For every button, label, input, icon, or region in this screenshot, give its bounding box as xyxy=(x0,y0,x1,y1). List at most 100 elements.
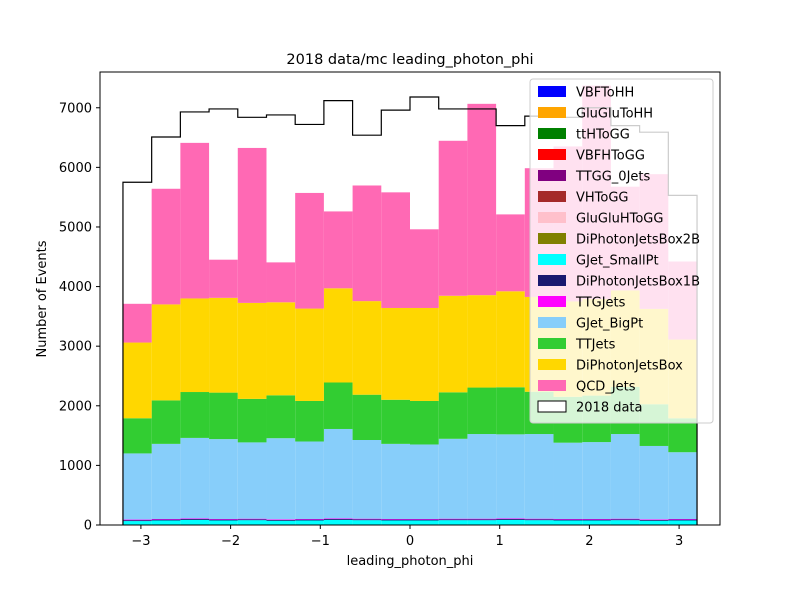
legend-label-GJet_BigPt: GJet_BigPt xyxy=(576,317,643,332)
bar-TTJets-10 xyxy=(410,400,439,445)
bar-TTJets-12 xyxy=(467,387,497,435)
legend-label-2018 data: 2018 data xyxy=(576,401,643,416)
bar-DiPhotonJetsBox1B-15 xyxy=(553,519,583,521)
y-axis: 0 1000 2000 3000 4000 5000 6000 7000 xyxy=(59,101,100,534)
legend-swatch-2018 data xyxy=(537,400,567,413)
bar-TTGJets-2 xyxy=(180,518,210,519)
bar-GJet_BigPt-3 xyxy=(209,439,238,519)
bar-TTGJets-9 xyxy=(381,518,410,520)
bar-GJet_SmallPt-4 xyxy=(237,520,267,525)
legend-swatch-GluGluToHH xyxy=(538,107,566,118)
bar-TTJets-13 xyxy=(496,387,525,435)
bar-GJet_SmallPt-10 xyxy=(410,520,439,525)
bar-GJet_BigPt-18 xyxy=(639,445,669,520)
bar-TTGJets-7 xyxy=(323,518,353,519)
bar-GJet_SmallPt-17 xyxy=(610,520,640,525)
bar-DiPhotonJetsBox1B-1 xyxy=(151,519,181,521)
bar-TTGJets-15 xyxy=(553,518,583,520)
x-tick-label-3: 0 xyxy=(406,534,414,549)
bar-DiPhotonJetsBox1B-10 xyxy=(410,519,439,521)
x-tick-label-5: 2 xyxy=(585,534,593,549)
bar-TTGJets-4 xyxy=(237,518,267,520)
bar-DiPhotonJetsBox1B-19 xyxy=(668,519,698,521)
bar-TTGJets-8 xyxy=(352,518,382,520)
bar-TTGJets-6 xyxy=(295,518,324,520)
bar-DiPhotonJetsBox1B-4 xyxy=(237,519,267,521)
bar-DiPhotonJetsBox-4 xyxy=(237,302,267,399)
y-tick-label-2: 2000 xyxy=(59,399,92,414)
bar-TTGJets-13 xyxy=(496,518,525,519)
legend-label-DiPhotonJetsBox1B: DiPhotonJetsBox1B xyxy=(576,275,700,290)
bar-QCD_Jets-2 xyxy=(180,142,210,299)
bar-DiPhotonJetsBox1B-5 xyxy=(266,519,296,521)
x-tick-label-1: −2 xyxy=(221,534,240,549)
bar-TTGJets-16 xyxy=(582,518,611,520)
x-tick-label-0: −3 xyxy=(131,534,150,549)
bar-QCD_Jets-1 xyxy=(151,188,181,305)
bar-DiPhotonJetsBox-13 xyxy=(496,291,525,388)
bar-DiPhotonJetsBox1B-8 xyxy=(352,519,382,521)
bar-DiPhotonJetsBox-8 xyxy=(352,301,382,395)
bar-GJet_BigPt-14 xyxy=(524,434,554,519)
bar-DiPhotonJetsBox1B-14 xyxy=(524,519,554,521)
bar-GJet_BigPt-2 xyxy=(180,437,210,519)
bar-GJet_SmallPt-5 xyxy=(266,520,296,525)
legend-label-TTGG_0Jets: TTGG_0Jets xyxy=(575,170,651,185)
bar-TTGJets-12 xyxy=(467,518,497,520)
legend-label-DiPhotonJetsBox2B: DiPhotonJetsBox2B xyxy=(576,233,700,248)
bar-TTJets-5 xyxy=(266,395,296,439)
bar-DiPhotonJetsBox1B-2 xyxy=(180,518,210,520)
legend-label-VBFToHH: VBFToHH xyxy=(576,86,634,101)
bar-GJet_BigPt-4 xyxy=(237,442,267,519)
bar-QCD_Jets-3 xyxy=(209,259,238,298)
bar-QCD_Jets-4 xyxy=(237,147,267,303)
legend-swatch-TTJets xyxy=(538,338,566,349)
bar-DiPhotonJetsBox-11 xyxy=(438,295,468,393)
bar-QCD_Jets-12 xyxy=(467,103,497,296)
legend-label-TTGJets: TTGJets xyxy=(575,296,626,311)
bar-TTGJets-5 xyxy=(266,519,296,520)
bar-TTJets-0 xyxy=(122,418,152,454)
bar-TTGJets-10 xyxy=(410,518,439,520)
legend-label-VBFHToGG: VBFHToGG xyxy=(576,149,645,164)
bar-GJet_SmallPt-14 xyxy=(524,520,554,525)
bar-GJet_SmallPt-8 xyxy=(352,520,382,525)
bar-GJet_BigPt-19 xyxy=(668,452,698,519)
legend-swatch-TTGG_0Jets xyxy=(538,170,566,181)
bar-GJet_BigPt-16 xyxy=(582,442,611,519)
legend-label-GluGluToHH: GluGluToHH xyxy=(576,107,653,122)
bar-TTJets-4 xyxy=(237,398,267,443)
bar-DiPhotonJetsBox1B-13 xyxy=(496,518,525,520)
bar-TTGJets-17 xyxy=(610,518,640,520)
legend-swatch-GluGluHToGG xyxy=(538,212,566,223)
bar-DiPhotonJetsBox1B-17 xyxy=(610,519,640,521)
y-axis-label: Number of Events xyxy=(35,240,50,357)
bar-GJet_SmallPt-3 xyxy=(209,520,238,525)
bar-GJet_SmallPt-19 xyxy=(668,520,698,525)
bar-GJet_BigPt-5 xyxy=(266,438,296,520)
bar-DiPhotonJetsBox-3 xyxy=(209,297,238,393)
bar-GJet_SmallPt-7 xyxy=(323,519,353,525)
bar-GJet_BigPt-12 xyxy=(467,434,497,519)
bar-DiPhotonJetsBox1B-3 xyxy=(209,519,238,521)
legend-swatch-VBFToHH xyxy=(538,86,566,97)
legend-label-QCD_Jets: QCD_Jets xyxy=(576,380,636,395)
bar-DiPhotonJetsBox1B-9 xyxy=(381,519,410,521)
bar-DiPhotonJetsBox1B-16 xyxy=(582,519,611,521)
bar-DiPhotonJetsBox-6 xyxy=(295,308,324,401)
y-tick-label-5: 5000 xyxy=(59,220,92,235)
bar-GJet_BigPt-9 xyxy=(381,443,410,519)
bar-DiPhotonJetsBox1B-11 xyxy=(438,519,468,521)
bar-TTJets-7 xyxy=(323,382,353,429)
legend-swatch-QCD_Jets xyxy=(538,380,566,391)
y-tick-label-7: 7000 xyxy=(59,101,92,116)
bar-TTGJets-11 xyxy=(438,518,468,520)
bar-GJet_BigPt-15 xyxy=(553,442,583,519)
bar-QCD_Jets-9 xyxy=(381,192,410,308)
bar-TTJets-1 xyxy=(151,400,181,444)
x-axis: −3 −2 −1 0 1 2 3 xyxy=(131,525,683,549)
bar-GJet_BigPt-11 xyxy=(438,438,468,519)
bar-GJet_BigPt-10 xyxy=(410,444,439,519)
legend-label-TTJets: TTJets xyxy=(575,338,616,353)
legend-label-GJet_SmallPt: GJet_SmallPt xyxy=(576,254,659,269)
